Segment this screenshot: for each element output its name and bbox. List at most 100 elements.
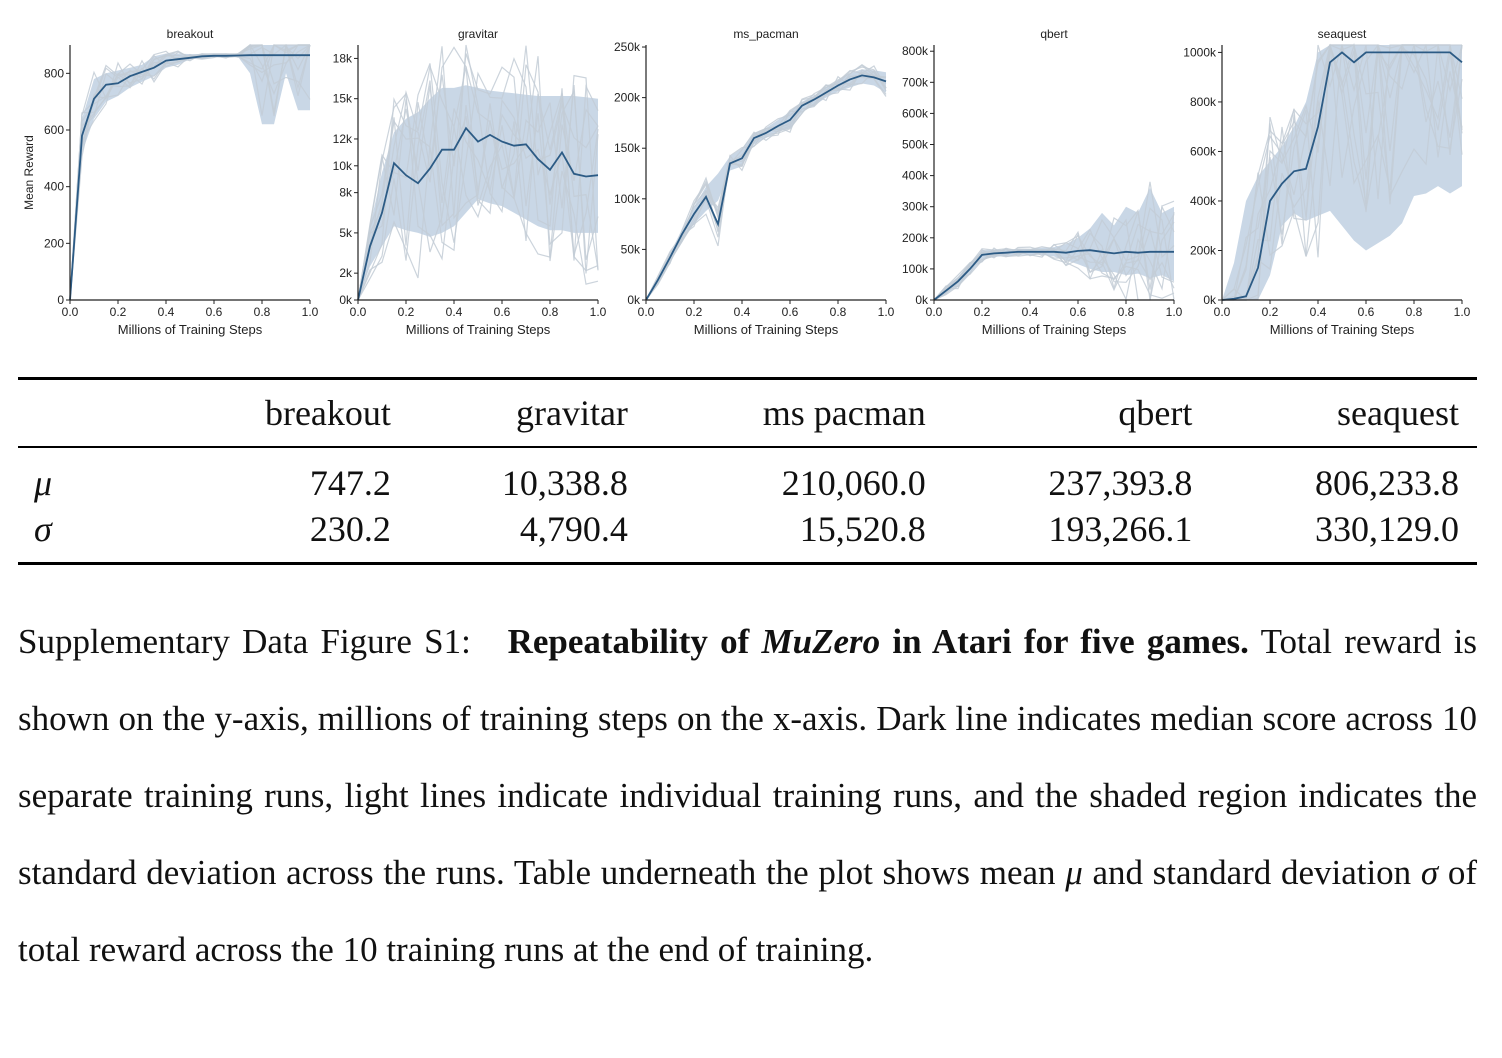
- y-tick-label: 250k: [614, 40, 641, 54]
- caption-title-part: in Atari for five games.: [880, 622, 1249, 661]
- y-tick-label: 150k: [614, 141, 641, 155]
- caption-body: and standard deviation: [1082, 853, 1421, 892]
- std-band: [934, 188, 1174, 300]
- x-tick-label: 0.2: [686, 305, 703, 319]
- table-header-row: breakout gravitar ms pacman qbert seaque…: [18, 378, 1477, 448]
- x-axis-label: Millions of Training Steps: [982, 322, 1127, 337]
- y-tick-label: 200k: [614, 91, 641, 105]
- x-axis-label: Millions of Training Steps: [118, 322, 263, 337]
- x-tick-label: 0.8: [1406, 305, 1423, 319]
- run-line: [357, 44, 599, 301]
- table-cell: 747.2: [309, 463, 391, 503]
- table-header-cell: seaquest: [1337, 393, 1459, 433]
- median-line: [933, 249, 1174, 301]
- x-tick-label: 0.0: [926, 305, 943, 319]
- y-tick-label: 2k: [339, 266, 353, 280]
- run-line: [933, 236, 1175, 301]
- table-header-cell: breakout: [264, 393, 391, 433]
- x-tick-label: 0.6: [1070, 305, 1087, 319]
- x-tick-label: 1.0: [590, 305, 607, 319]
- x-tick-label: 0.2: [974, 305, 991, 319]
- chart-gravitar: 0k 2k 5k 8k 10k 12k 15k 18k 0.0 0.2 0.4 0.6 0.8 1.0 gr…: [333, 27, 607, 337]
- x-axis-label: Millions of Training Steps: [1270, 322, 1415, 337]
- run-line: [357, 46, 599, 301]
- run-line: [1221, 44, 1463, 301]
- x-tick-label: 0.6: [206, 305, 223, 319]
- median-line: [645, 74, 887, 301]
- y-tick-label: 100k: [902, 262, 929, 276]
- y-tick-label: 18k: [333, 51, 353, 65]
- x-tick-label: 0.6: [782, 305, 799, 319]
- x-tick-label: 0.8: [254, 305, 271, 319]
- table-cell: 237,393.8: [1048, 463, 1193, 503]
- x-tick-label: 0.8: [542, 305, 559, 319]
- caption-mu-symbol: μ: [1065, 853, 1083, 892]
- table-row-std: σ 230.2 4,790.4 15,520.8 193,266.1 330,1…: [18, 506, 1477, 564]
- x-tick-label: 1.0: [1166, 305, 1183, 319]
- caption-title-part: Repeatability of: [507, 622, 762, 661]
- x-tick-label: 0.6: [1358, 305, 1375, 319]
- table-cell: 230.2: [309, 509, 391, 549]
- results-table: breakout gravitar ms pacman qbert seaque…: [18, 377, 1477, 565]
- run-line: [357, 56, 599, 301]
- x-tick-label: 1.0: [878, 305, 895, 319]
- run-line: [645, 63, 887, 301]
- y-tick-label: 15k: [333, 92, 353, 106]
- y-tick-label: 1000k: [1183, 45, 1217, 59]
- table-cell: 806,233.8: [1315, 463, 1459, 503]
- y-tick-label: 0k: [627, 293, 641, 307]
- y-tick-label: 600k: [1190, 144, 1217, 158]
- x-tick-label: 0.8: [830, 305, 847, 319]
- results-table-block: breakout gravitar ms pacman qbert seaque…: [18, 377, 1477, 565]
- chart-title: seaquest: [1318, 27, 1367, 41]
- run-line: [645, 69, 887, 301]
- table-header-cell: [18, 379, 172, 448]
- chart-qbert: 0k 100k 200k 300k 400k 500k 600k 700k 800k 0.0 0.2…: [902, 27, 1183, 337]
- run-line: [1222, 44, 1463, 301]
- std-band: [646, 69, 886, 300]
- x-tick-label: 0.4: [1022, 305, 1039, 319]
- table-cell: 10,338.8: [501, 463, 628, 503]
- x-tick-label: 1.0: [302, 305, 319, 319]
- y-tick-label: 400: [44, 180, 64, 194]
- run-line: [645, 74, 887, 301]
- y-tick-label: 800: [44, 66, 64, 80]
- caption-body: Total reward is shown on the y-axis, mil…: [18, 622, 1477, 892]
- run-line: [645, 75, 887, 301]
- run-line: [1222, 44, 1463, 301]
- x-tick-label: 0.2: [398, 305, 415, 319]
- x-tick-label: 0.4: [446, 305, 463, 319]
- chart-ms_pacman: 0k 50k 100k 150k 200k 250k 0.0 0.2 0.4 0.6 0.8 1.0 m…: [614, 27, 895, 337]
- table-cell: 210,060.0: [781, 463, 926, 503]
- caption-prefix: Supplementary Data Figure S1:: [18, 622, 471, 661]
- y-tick-label: 300k: [902, 200, 929, 214]
- x-tick-label: 0.8: [1118, 305, 1135, 319]
- table-header-cell: gravitar: [515, 393, 628, 433]
- x-axis-label: Millions of Training Steps: [694, 322, 839, 337]
- run-line: [357, 53, 599, 301]
- y-tick-label: 500k: [902, 138, 929, 152]
- x-tick-label: 0.2: [1262, 305, 1279, 319]
- y-tick-label: 600k: [902, 106, 929, 120]
- chart-title: qbert: [1040, 27, 1068, 41]
- y-tick-label: 10k: [333, 159, 353, 173]
- y-tick-label: 800k: [1190, 95, 1217, 109]
- y-tick-label: 50k: [621, 242, 641, 256]
- chart-title: gravitar: [458, 27, 498, 41]
- table-cell: 330,129.0: [1315, 509, 1459, 549]
- median-line: [69, 54, 310, 301]
- run-line: [357, 64, 599, 301]
- run-line: [69, 43, 310, 301]
- y-tick-label: 0k: [339, 293, 353, 307]
- caption-body: of total reward across the 10 training r…: [18, 853, 1477, 969]
- chart-title: breakout: [167, 27, 214, 41]
- std-band: [70, 45, 310, 300]
- charts-svg: 0 200 400 600 800 0.0 0.2 0.4 0.6 0.8 1.0 breakout M…: [22, 27, 1471, 337]
- chart-breakout: 0 200 400 600 800 0.0 0.2 0.4 0.6 0.8 1.0 breakout M…: [22, 27, 319, 337]
- y-tick-label: 200k: [1190, 243, 1217, 257]
- table-cell: 15,520.8: [799, 509, 926, 549]
- x-tick-label: 0.4: [158, 305, 175, 319]
- y-tick-label: 12k: [333, 132, 353, 146]
- y-tick-label: 400k: [902, 169, 929, 183]
- y-tick-label: 8k: [339, 186, 353, 200]
